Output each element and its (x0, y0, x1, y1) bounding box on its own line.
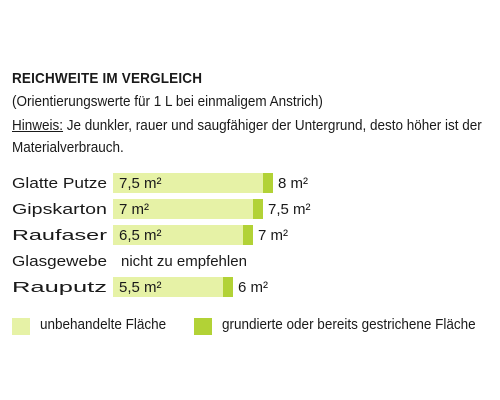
hint-note: Hinweis: Je dunkler, rauer und saugfähig… (12, 115, 489, 159)
category-label: Glasgewebe (12, 253, 107, 270)
bar-value-untreated: 7 m² (119, 201, 149, 218)
hint-label: Hinweis: (12, 117, 64, 134)
bar-annotation: nicht zu empfehlen (121, 253, 247, 270)
bar-value-treated: 8 m² (278, 175, 308, 192)
chart-subtitle: (Orientierungswerte für 1 L bei einmalig… (12, 93, 323, 110)
legend-swatch-light (12, 318, 30, 335)
bar-value-treated: 6 m² (238, 279, 268, 296)
legend-label-dark: grundierte oder bereits gestrichene Fläc… (222, 316, 476, 333)
bar-value-untreated: 6,5 m² (119, 227, 162, 244)
legend: unbehandelte Fläche grundierte oder bere… (12, 316, 500, 336)
bar-untreated (113, 225, 243, 245)
legend-label-light: unbehandelte Fläche (40, 316, 167, 333)
category-label: Glatte Putze (12, 175, 107, 192)
bar-value-treated: 7,5 m² (268, 201, 311, 218)
legend-swatch-dark (194, 318, 212, 335)
bar-value-untreated: 7,5 m² (119, 175, 162, 192)
chart-title: REICHWEITE IM VERGLEICH (12, 70, 203, 87)
bar-value-untreated: 5,5 m² (119, 279, 162, 296)
category-label: Raufaser (12, 227, 107, 244)
bar-untreated (113, 199, 253, 219)
bar-value-treated: 7 m² (258, 227, 288, 244)
category-label: Gipskarton (12, 201, 107, 218)
hint-text: Je dunkler, rauer und saugfähiger der Un… (12, 117, 482, 156)
bar-untreated (113, 173, 263, 193)
bar-untreated (113, 277, 223, 297)
category-label: Rauputz (12, 279, 107, 296)
